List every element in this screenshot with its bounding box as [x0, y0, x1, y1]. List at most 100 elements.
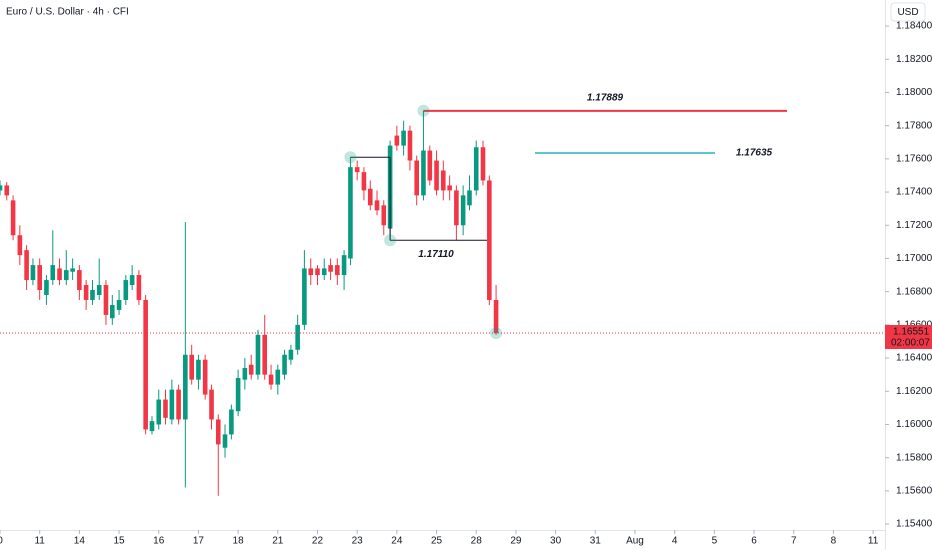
candle-body — [315, 268, 320, 276]
y-tick-label: 1.17600 — [896, 154, 932, 165]
x-tick-label: 28 — [471, 536, 483, 547]
candle-body — [222, 434, 228, 448]
level-label: 1.17635 — [736, 148, 773, 159]
candle-body — [328, 265, 333, 272]
candle-body — [401, 130, 406, 146]
candle-body — [295, 324, 300, 350]
candle-body — [110, 304, 115, 319]
candle-body — [282, 354, 287, 375]
candle-body — [4, 185, 10, 196]
y-tick-label: 1.17800 — [896, 120, 932, 131]
candle-body — [77, 270, 82, 291]
candle-body — [209, 389, 214, 420]
candle-body — [183, 354, 188, 420]
y-tick-label: 1.15400 — [896, 519, 932, 530]
candle-body — [414, 160, 420, 196]
candle-body — [176, 389, 181, 420]
candle-body — [0, 185, 3, 191]
currency[interactable]: USD — [897, 7, 918, 18]
y-tick-label: 1.16400 — [896, 353, 932, 364]
y-tick-label: 1.15600 — [896, 486, 932, 497]
x-tick-label: 21 — [272, 536, 284, 547]
candle-body — [381, 205, 387, 226]
x-tick-label: 24 — [391, 536, 403, 547]
candle-body — [143, 299, 148, 430]
x-tick-label: Aug — [626, 536, 644, 547]
x-tick-label: 0 — [0, 536, 3, 547]
candle-body — [487, 180, 492, 300]
candle-body — [30, 265, 36, 281]
x-tick-label: 6 — [751, 536, 757, 547]
candle-body — [196, 359, 201, 380]
candle-body — [427, 150, 433, 181]
y-tick-label: 1.16000 — [896, 419, 932, 430]
candle-body — [321, 268, 327, 276]
candle-body — [63, 270, 69, 281]
candle-body — [268, 374, 274, 385]
last-price-label: 1.16551 — [893, 327, 930, 338]
x-tick-label: 15 — [113, 536, 125, 547]
candle-body — [460, 195, 466, 226]
candle-body — [10, 200, 16, 236]
candle-body — [24, 250, 29, 281]
y-tick-label: 1.18000 — [896, 87, 932, 98]
x-tick-label: 22 — [312, 536, 324, 547]
x-tick-label: 11 — [868, 536, 879, 547]
x-tick-label: 11 — [34, 536, 45, 547]
x-tick-label: 23 — [352, 536, 364, 547]
y-tick-label: 1.18200 — [896, 54, 932, 65]
candle-body — [394, 135, 400, 146]
candle-body — [480, 147, 486, 181]
pivot-marker — [384, 234, 397, 247]
level-label: 1.17889 — [587, 93, 624, 104]
candle-body — [136, 275, 142, 300]
candle-body — [407, 130, 413, 161]
candle-body — [288, 349, 294, 360]
pivot-marker — [417, 104, 430, 117]
candle-body — [348, 167, 353, 259]
candle-body — [302, 268, 307, 325]
x-tick-label: 31 — [590, 536, 602, 547]
candle-body — [149, 421, 155, 432]
candle-body — [354, 167, 360, 173]
candle-body — [493, 299, 499, 334]
candle-body — [202, 359, 208, 395]
y-tick-label: 1.15800 — [896, 452, 932, 463]
candle-body — [440, 170, 446, 191]
x-tick-label: 18 — [233, 536, 245, 547]
candle-body — [235, 377, 241, 412]
candle-body — [421, 150, 426, 196]
y-tick-label: 1.18400 — [896, 21, 932, 32]
candle-body — [169, 389, 175, 420]
candle-body — [467, 190, 472, 206]
candle-body — [367, 188, 373, 206]
x-tick-label: 5 — [712, 536, 718, 547]
candle-body — [341, 255, 347, 276]
candle-body — [447, 185, 452, 191]
x-tick-label: 25 — [431, 536, 443, 547]
x-tick-label: 8 — [831, 536, 837, 547]
y-tick-label: 1.17400 — [896, 187, 932, 198]
currency-box[interactable] — [890, 2, 926, 22]
chart-title: Euro / U.S. Dollar · 4h · CFI — [6, 7, 129, 18]
candle-body — [163, 399, 168, 418]
candle-body — [103, 285, 109, 315]
level-label: 1.17110 — [418, 249, 454, 260]
candle-body — [335, 265, 340, 276]
candle-body — [374, 200, 380, 211]
candle-body — [57, 268, 62, 281]
candle-body — [255, 334, 261, 375]
candle-body — [83, 285, 89, 300]
candle-body — [90, 290, 95, 300]
candle-body — [70, 268, 75, 272]
candle-body — [248, 364, 254, 375]
candle-body — [308, 268, 314, 276]
x-tick-label: 14 — [74, 536, 86, 547]
x-tick-label: 30 — [550, 536, 562, 547]
candle-body — [116, 299, 122, 310]
pivot-marker — [344, 151, 357, 164]
x-tick-label: 17 — [193, 536, 205, 547]
candle-body — [473, 147, 479, 191]
candle-body — [361, 172, 367, 191]
